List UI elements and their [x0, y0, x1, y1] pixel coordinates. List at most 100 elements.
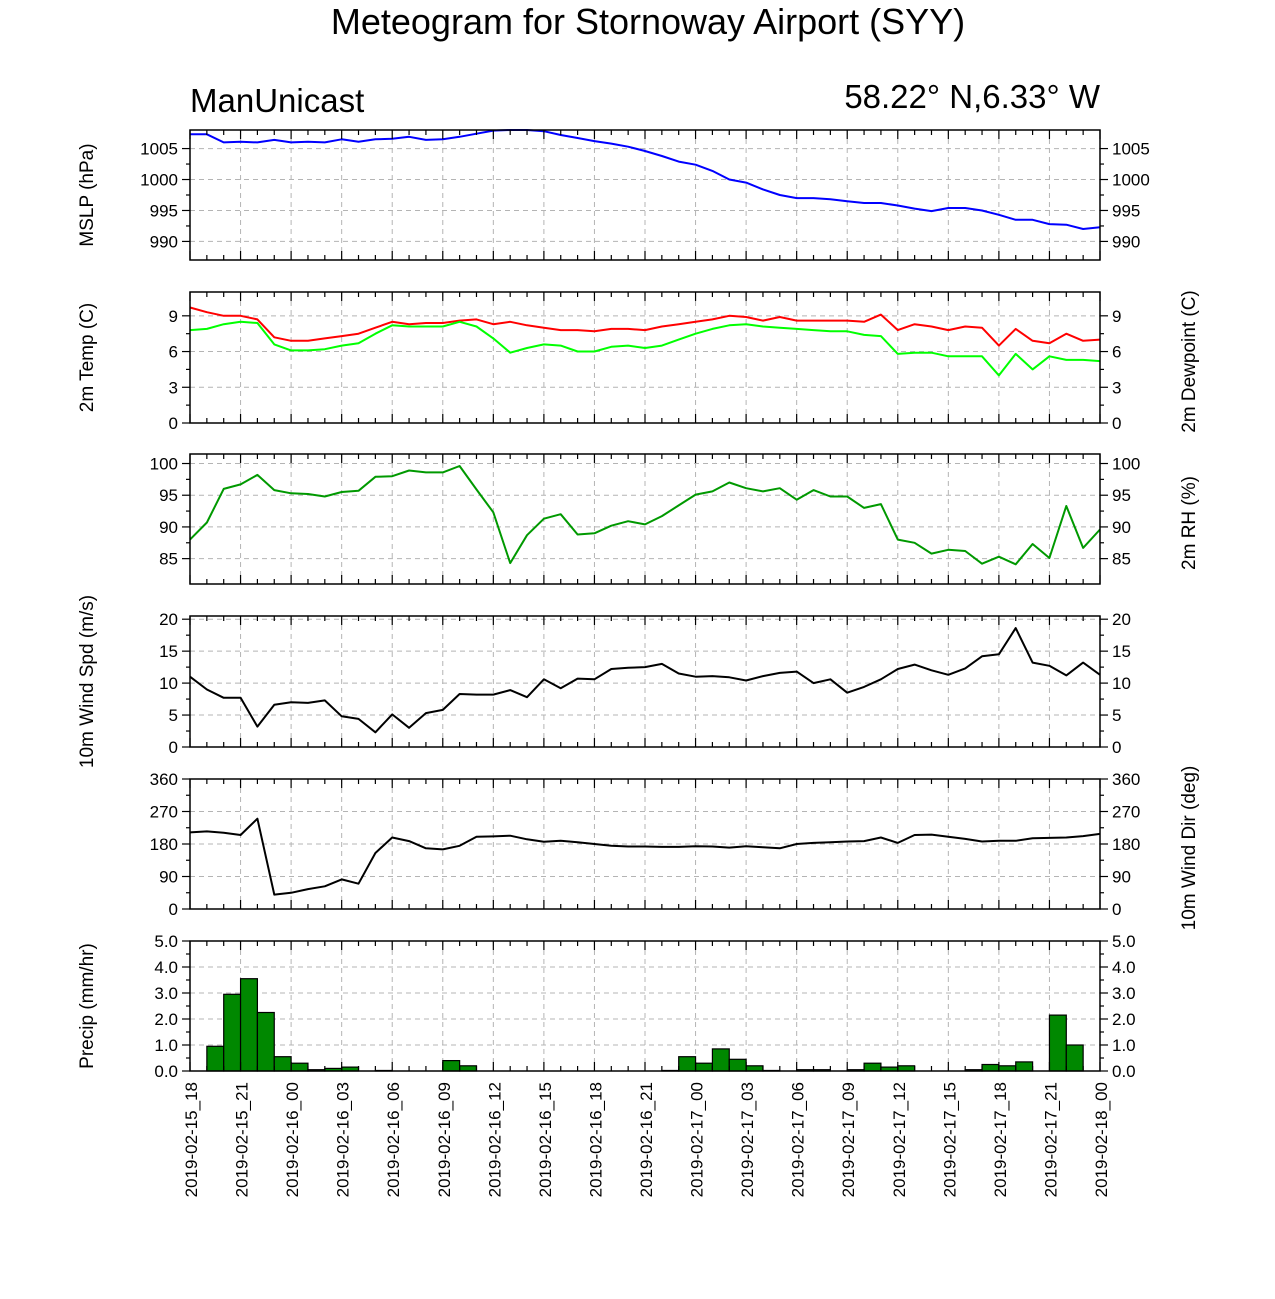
y-tick-label-right: 5 [1112, 706, 1121, 725]
x-tick-label: 2019-02-18_00 [1092, 1082, 1111, 1197]
y-tick-label-right: 100 [1112, 455, 1140, 474]
y-tick-label-right: 6 [1112, 343, 1121, 362]
y-tick-label: 995 [150, 201, 178, 220]
precip-bar [1048, 1014, 1067, 1072]
y-tick-label: 1.0 [154, 1036, 178, 1055]
x-tick-label: 2019-02-17_12 [890, 1082, 909, 1197]
precip-bar [442, 1059, 461, 1072]
y-tick-label: 270 [150, 803, 178, 822]
x-tick-label: 2019-02-15_18 [182, 1082, 201, 1197]
y-axis-label-right: 2m RH (%) [1179, 476, 1200, 570]
panel-wdir: 0 0 90 90 180 180 270 270 360 360 10m Wind Dir (de… [150, 766, 1200, 931]
precip-bar [1065, 1044, 1084, 1072]
x-tick-label: 2019-02-16_21 [637, 1082, 656, 1197]
wspd-series-line-0 [189, 627, 1101, 734]
y-axis-label: 2m Temp (C) [77, 303, 98, 412]
x-tick-label: 2019-02-17_09 [839, 1082, 858, 1197]
y-tick-label-right: 85 [1112, 550, 1131, 569]
y-axis-label: MSLP (hPa) [77, 143, 98, 246]
y-tick-label: 85 [159, 550, 178, 569]
x-tick-label: 2019-02-16_03 [334, 1082, 353, 1197]
y-tick-label: 100 [150, 455, 178, 474]
y-tick-label-right: 3.0 [1112, 984, 1136, 1003]
x-tick-label: 2019-02-16_12 [485, 1082, 504, 1197]
location-label: 58.22° N,6.33° W [844, 78, 1101, 115]
panel-temp: 0 0 3 3 6 6 9 9 2m Temp (C) 2m Dewpoint (C) [77, 290, 1200, 433]
x-tick-label: 2019-02-15_21 [233, 1082, 252, 1197]
y-tick-label-right: 0.0 [1112, 1062, 1136, 1081]
y-tick-label: 20 [159, 610, 178, 629]
x-axis: 2019-02-15_18 2019-02-15_21 2019-02-16_00 2… [182, 1082, 1111, 1197]
x-tick-label: 2019-02-16_00 [283, 1082, 302, 1197]
y-tick-label-right: 5.0 [1112, 932, 1136, 951]
precip-bar [678, 1056, 697, 1072]
y-tick-label: 0 [169, 738, 178, 757]
precip-bar [239, 978, 259, 1072]
precip-bar [694, 1062, 714, 1072]
y-tick-label-right: 270 [1112, 803, 1140, 822]
y-tick-label-right: 20 [1112, 610, 1131, 629]
x-tick-label: 2019-02-17_18 [991, 1082, 1010, 1197]
x-tick-label: 2019-02-16_09 [435, 1082, 454, 1197]
y-tick-label: 6 [169, 343, 178, 362]
x-tick-label: 2019-02-16_06 [384, 1082, 403, 1197]
precip-bar [728, 1058, 747, 1072]
x-tick-label: 2019-02-16_18 [586, 1082, 605, 1197]
panel-mslp: 990 990 995 995 1000 1000 1005 1005 MSLP (hPa) [77, 129, 1150, 261]
y-tick-label: 360 [150, 770, 178, 789]
panel-rh: 85 85 90 90 95 95 100 100 2m RH (%) [150, 453, 1200, 585]
y-tick-label-right: 1.0 [1112, 1036, 1136, 1055]
y-tick-label: 5.0 [154, 932, 178, 951]
x-tick-label: 2019-02-17_15 [940, 1082, 959, 1197]
x-tick-label: 2019-02-17_21 [1041, 1082, 1060, 1197]
precip-bar [206, 1045, 225, 1072]
y-tick-label: 180 [150, 835, 178, 854]
y-tick-label: 90 [159, 868, 178, 887]
y-tick-label-right: 360 [1112, 770, 1140, 789]
y-tick-label-right: 90 [1112, 868, 1131, 887]
precip-bar [981, 1063, 1000, 1072]
y-tick-label: 0 [169, 900, 178, 919]
y-tick-label: 10 [159, 674, 178, 693]
y-tick-label-right: 1000 [1112, 171, 1150, 190]
mslp-series-line-0 [190, 129, 1101, 230]
y-tick-label: 9 [169, 307, 178, 326]
y-tick-label: 2.0 [154, 1010, 178, 1029]
temp-series-line-1 [189, 320, 1101, 377]
x-tick-label: 2019-02-17_06 [789, 1082, 808, 1197]
y-tick-label: 4.0 [154, 958, 178, 977]
y-tick-label: 1005 [140, 140, 178, 159]
precip-bar [290, 1062, 309, 1072]
panel-wspd: 0 0 5 5 10 10 15 15 20 20 10m Wind Spd (m/s) [77, 595, 1131, 768]
y-tick-label: 15 [159, 642, 178, 661]
y-axis-label: 10m Wind Spd (m/s) [77, 595, 98, 768]
y-tick-label-right: 180 [1112, 835, 1140, 854]
precip-bar [459, 1065, 478, 1072]
wdir-series-line-0 [189, 817, 1101, 896]
y-tick-label: 3 [169, 378, 178, 397]
model-label: ManUnicast [190, 82, 364, 119]
y-tick-label: 5 [169, 706, 178, 725]
chart-title: Meteogram for Stornoway Airport (SYY) [331, 1, 965, 42]
y-tick-label-right: 995 [1112, 201, 1140, 220]
y-tick-label: 990 [150, 232, 178, 251]
precip-bar [273, 1056, 292, 1072]
rh-series-line-0 [189, 465, 1101, 566]
y-tick-label-right: 4.0 [1112, 958, 1136, 977]
y-tick-label-right: 0 [1112, 738, 1121, 757]
precip-bar [711, 1048, 730, 1072]
y-tick-label: 0 [169, 414, 178, 433]
precip-bar [998, 1065, 1017, 1072]
y-tick-label-right: 15 [1112, 642, 1131, 661]
precip-bar [897, 1065, 916, 1072]
y-tick-label-right: 0 [1112, 414, 1121, 433]
y-tick-label-right: 990 [1112, 232, 1140, 251]
y-tick-label-right: 10 [1112, 674, 1131, 693]
precip-bar [256, 1011, 275, 1072]
x-tick-label: 2019-02-16_15 [536, 1082, 555, 1197]
panel-precip: 0.0 0.0 1.0 1.0 2.0 2.0 3.0 3.0 4.0 4.0 5.0 5.0 Prec… [77, 932, 1136, 1081]
x-tick-label: 2019-02-17_03 [738, 1082, 757, 1197]
y-tick-label: 90 [159, 518, 178, 537]
y-tick-label-right: 3 [1112, 378, 1121, 397]
